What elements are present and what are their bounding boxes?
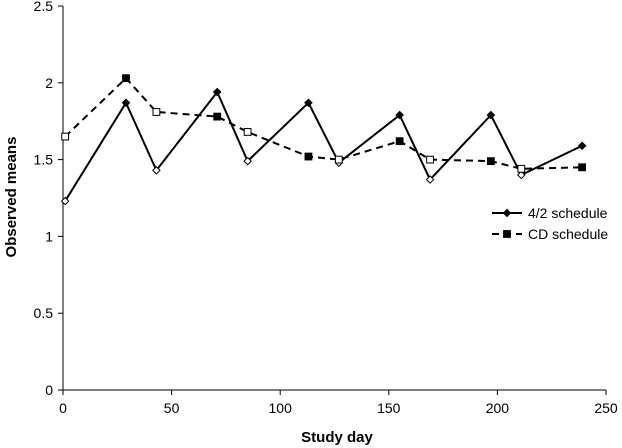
data-point	[334, 155, 343, 164]
data-point	[395, 137, 404, 146]
data-point	[152, 108, 161, 116]
y-tick-label: 0.5	[34, 305, 54, 321]
series-1	[60, 87, 587, 206]
y-tick-label: 1	[45, 228, 53, 244]
legend-item: CD schedule	[492, 226, 608, 242]
series-line	[64, 90, 583, 202]
data-point	[60, 196, 70, 206]
legend-marker	[503, 230, 511, 238]
data-point	[122, 74, 130, 83]
x-tick-label: 150	[377, 400, 401, 416]
x-tick-label: 250	[594, 400, 618, 416]
x-axis-title: Study day	[301, 429, 373, 446]
data-point	[486, 157, 495, 166]
data-point	[425, 175, 435, 184]
y-tick-label: 1.5	[34, 152, 54, 168]
data-point	[395, 110, 404, 120]
data-point	[486, 110, 496, 120]
data-point	[243, 156, 252, 166]
series-line	[64, 76, 583, 170]
x-tick-label: 100	[269, 400, 293, 416]
data-point	[304, 98, 313, 108]
data-point	[304, 152, 313, 161]
axes-layer: 0 0.5 1 1.5 2 2.5 0 50 100 150 200 250	[34, 0, 618, 416]
data-point	[517, 164, 526, 173]
y-tick-label: 2	[45, 75, 53, 91]
series-2	[61, 74, 587, 173]
data-point	[152, 166, 161, 175]
data-point	[578, 163, 587, 172]
series-layer	[60, 74, 587, 206]
data-point	[212, 87, 222, 97]
legend: 4/2 schedule CD schedule	[492, 205, 608, 242]
legend-marker	[502, 208, 512, 218]
y-tick-label: 0	[45, 382, 53, 398]
legend-item: 4/2 schedule	[492, 205, 608, 221]
x-tick-label: 200	[486, 400, 510, 416]
data-point	[577, 141, 587, 151]
x-tick-label: 50	[164, 400, 180, 416]
legend-label: 4/2 schedule	[528, 205, 608, 221]
data-point	[243, 128, 252, 136]
data-point	[516, 170, 526, 180]
y-tick-label: 2.5	[34, 0, 54, 14]
x-tick-label: 0	[59, 400, 67, 416]
data-point	[121, 98, 131, 108]
data-point	[213, 112, 222, 121]
data-point	[61, 132, 70, 141]
legend-label: CD schedule	[528, 226, 608, 242]
data-point	[426, 155, 434, 164]
y-axis-title: Observed means	[3, 137, 20, 258]
